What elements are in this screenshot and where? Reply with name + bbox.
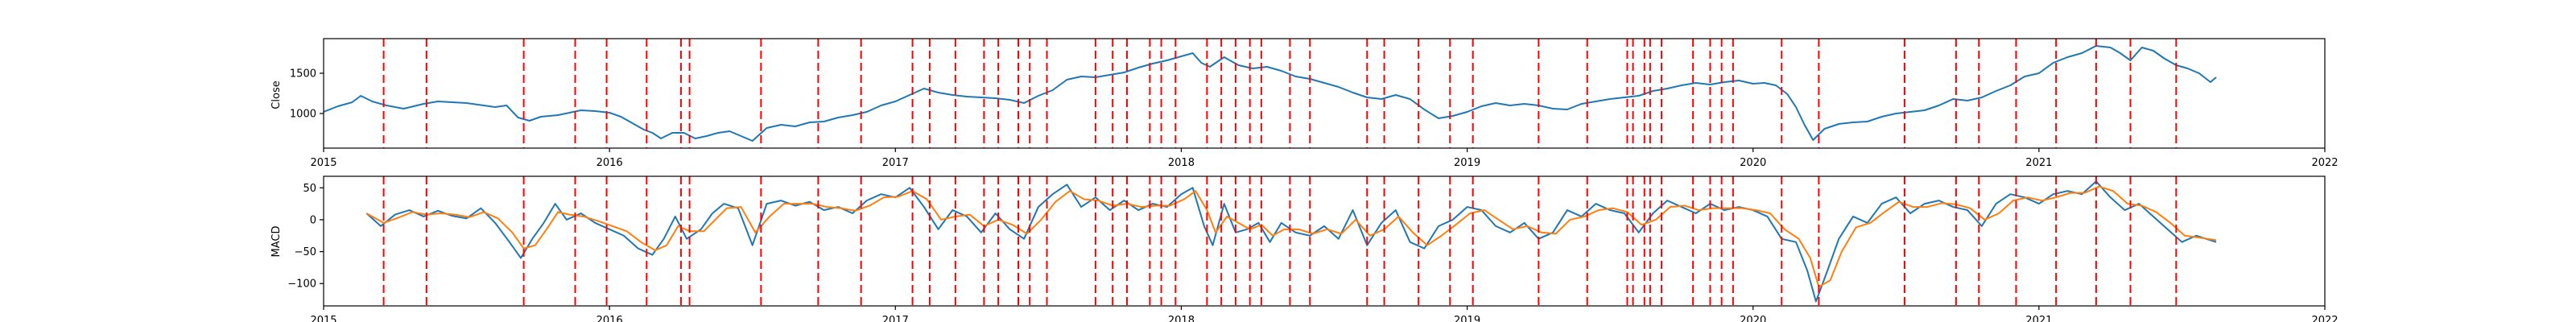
- close-price-panel: Close 2015 2016 2017 2018 2019 2020 2021 2022 10…: [270, 38, 2339, 169]
- macd-x-tick-label: 2021: [2025, 315, 2052, 322]
- macd-series-line-0: [365, 180, 2217, 303]
- close-x-tick-label: 2018: [1168, 157, 1195, 169]
- macd-x-tick-label: 2020: [1740, 315, 1766, 322]
- close-y-axis-label: Close: [270, 80, 283, 109]
- macd-y-tick-label: 50: [303, 183, 316, 195]
- close-x-tick-label: 2015: [310, 157, 336, 169]
- close-series-line-0: [324, 45, 2217, 142]
- close-y-tick-label: 1500: [290, 68, 316, 80]
- close-x-tick-label: 2016: [597, 157, 623, 169]
- macd-series-line-1: [365, 185, 2217, 288]
- macd-x-tick-label: 2016: [597, 315, 623, 322]
- macd-axes-frame: [323, 175, 2326, 307]
- close-x-tick-label: 2021: [2025, 157, 2052, 169]
- macd-x-tick-label: 2019: [1454, 315, 1480, 322]
- macd-panel: MACD 2015 2016 2017 2018 2019 2020 2021 2022 50 0…: [270, 175, 2339, 322]
- close-x-tick-label: 2017: [882, 157, 909, 169]
- close-y-tick-label: 1000: [290, 109, 316, 121]
- close-x-tick-label: 2019: [1454, 157, 1480, 169]
- macd-y-tick-label: −100: [287, 279, 316, 291]
- close-axes-frame: [323, 38, 2326, 149]
- macd-y-tick-label: −50: [295, 246, 316, 258]
- macd-x-tick-label: 2015: [310, 315, 336, 322]
- close-x-tick-label: 2022: [2311, 157, 2338, 169]
- macd-x-tick-label: 2018: [1168, 315, 1195, 322]
- macd-y-tick-label: 0: [310, 214, 316, 226]
- macd-x-tick-label: 2022: [2311, 315, 2338, 322]
- close-x-tick-label: 2020: [1740, 157, 1766, 169]
- macd-y-axis-label: MACD: [270, 226, 283, 258]
- macd-x-tick-label: 2017: [882, 315, 909, 322]
